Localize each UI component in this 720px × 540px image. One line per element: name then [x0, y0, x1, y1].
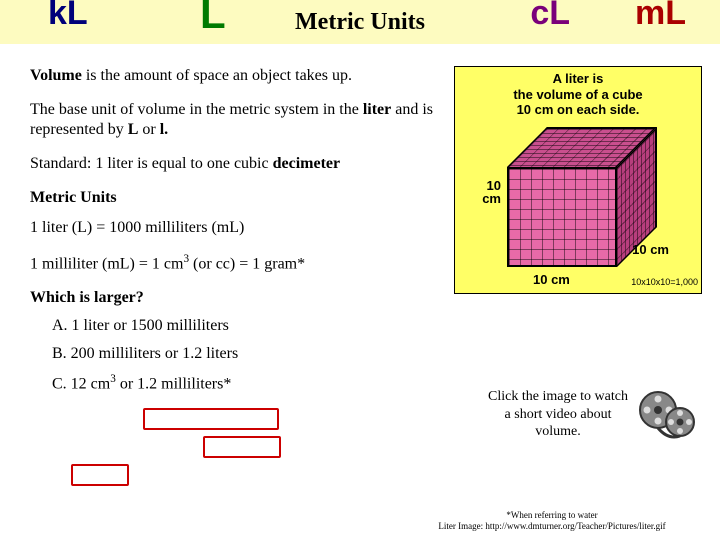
answer-highlight-a: [143, 408, 279, 430]
unit-abbr-cl: cL: [530, 0, 570, 30]
footnote-line1: *When referring to water: [506, 510, 597, 520]
cube-face-front: [507, 167, 617, 267]
film-reel-icon: [638, 390, 698, 442]
cube-caption: A liter is the volume of a cube 10 cm on…: [455, 67, 701, 118]
metric-units-heading: Metric Units: [30, 188, 450, 208]
quiz-heading: Which is larger?: [30, 288, 450, 308]
video-link[interactable]: [638, 390, 698, 442]
title-band: kL L Metric Units cL mL: [0, 0, 720, 44]
answer-highlight-c: [71, 464, 129, 486]
para-standard: Standard: 1 liter is equal to one cubic …: [30, 154, 450, 174]
content-column: Volume is the amount of space an object …: [30, 66, 450, 403]
quiz-block: Which is larger? A. 1 liter or 1500 mill…: [30, 288, 450, 394]
volume-lead: Volume: [30, 67, 82, 84]
page-title: Metric Units: [295, 9, 425, 36]
answer-highlight-b: [203, 436, 281, 458]
quiz-option-c: C. 12 cm3 or 1.2 milliliters*: [52, 372, 450, 394]
liter-cube-diagram: A liter is the volume of a cube 10 cm on…: [454, 66, 702, 294]
para-base-unit: The base unit of volume in the metric sy…: [30, 100, 450, 140]
conversion-1: 1 liter (L) = 1000 milliliters (mL): [30, 218, 450, 238]
footnote-line2: Liter Image: http://www.dmturner.org/Tea…: [438, 521, 665, 531]
unit-abbr-kl: kL: [48, 0, 88, 30]
quiz-option-b: B. 200 milliliters or 1.2 liters: [52, 344, 450, 364]
dim-left: 10cm: [461, 179, 501, 205]
video-click-note: Click the image to watch a short video a…: [488, 388, 628, 441]
dim-bottom: 10 cm: [533, 272, 570, 287]
cube-formula: 10x10x10=1,000: [631, 277, 698, 287]
conversion-2: 1 milliliter (mL) = 1 cm3 (or cc) = 1 gr…: [30, 252, 450, 274]
para-volume-def: Volume is the amount of space an object …: [30, 66, 450, 86]
unit-abbr-ml: mL: [635, 0, 686, 30]
footnote: *When referring to water Liter Image: ht…: [402, 510, 702, 532]
quiz-option-a: A. 1 liter or 1500 milliliters: [52, 316, 450, 336]
unit-abbr-l: L: [200, 0, 226, 35]
volume-rest: is the amount of space an object takes u…: [82, 67, 352, 84]
dim-right: 10 cm: [632, 242, 669, 257]
